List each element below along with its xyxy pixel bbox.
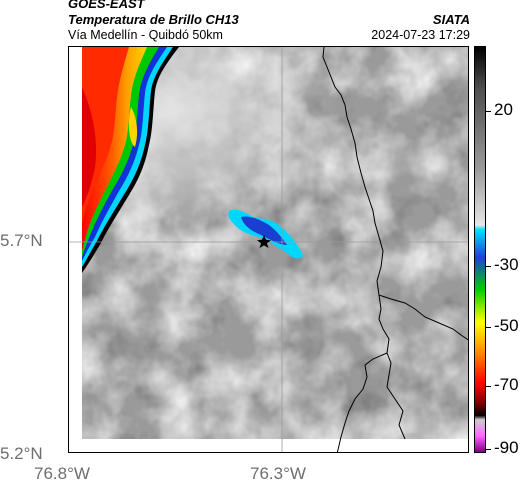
timestamp-label: 2024-07-23 17:29 (371, 28, 470, 42)
colorbar-tick (486, 327, 491, 328)
map-bottom-margin (69, 439, 468, 452)
location-star[interactable] (257, 235, 271, 248)
organization-label: SIATA (432, 12, 470, 27)
satellite-title: GOES-EAST (68, 0, 145, 11)
colorbar (474, 46, 486, 453)
map-left-margin (69, 47, 82, 452)
colorbar-tick (486, 266, 491, 267)
lat-label-5-2: 5.2°N (0, 444, 43, 463)
cold-cell (228, 209, 303, 259)
lat-label-5-7: 5.7°N (0, 231, 43, 250)
department-border-branch-1 (378, 294, 468, 341)
department-border (322, 47, 406, 440)
department-border-branch-2 (336, 352, 388, 452)
product-title: Temperatura de Brillo CH13 (68, 12, 239, 27)
cold-cloud-top (82, 47, 179, 273)
grid-lines (69, 47, 468, 452)
colorbar-label: -70 (494, 375, 519, 394)
colorbar-tick (486, 386, 491, 387)
colorbar-label: -30 (494, 255, 519, 274)
route-subtitle: Vía Medellín - Quibdó 50km (68, 28, 223, 42)
colorbar-label: -50 (494, 316, 519, 335)
colorbar-tick (486, 449, 491, 450)
lon-label-76-8: 76.8°W (34, 464, 90, 483)
satellite-map[interactable] (68, 46, 469, 453)
lon-label-76-3: 76.3°W (250, 464, 306, 483)
colorbar-tick (486, 111, 491, 112)
colorbar-label: -90 (494, 438, 519, 457)
colorbar-label: 20 (494, 100, 513, 119)
map-canvas (69, 47, 468, 452)
